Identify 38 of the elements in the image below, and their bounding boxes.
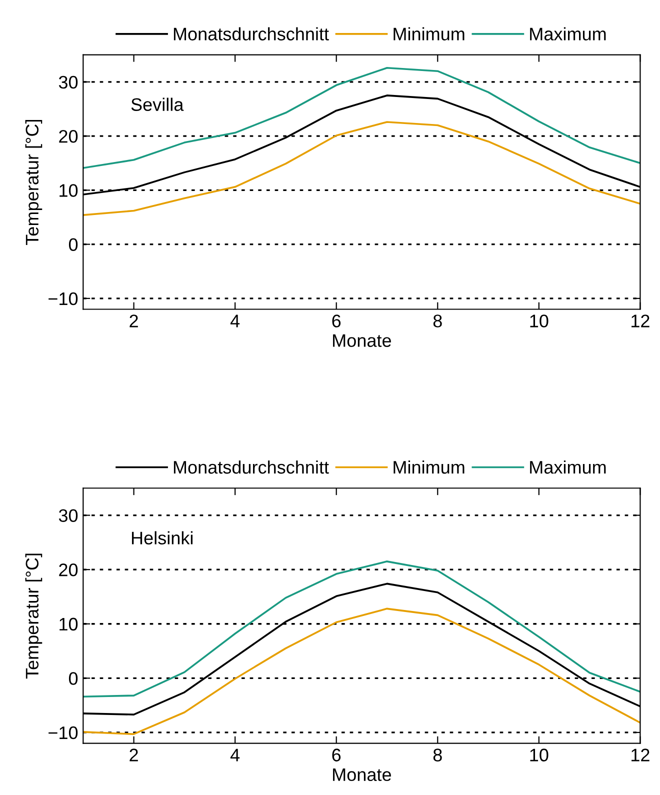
x-tick-label: 12 bbox=[632, 748, 650, 762]
y-tick-label: −10 bbox=[48, 292, 78, 306]
legend-label: Maximum bbox=[530, 460, 606, 474]
x-tick-label: 2 bbox=[130, 314, 138, 328]
y-axis-title: Temperatur [°C] bbox=[25, 120, 42, 245]
x-tick-label: 2 bbox=[130, 748, 138, 762]
y-tick-label: 10 bbox=[60, 618, 78, 631]
legend-label: Minimum bbox=[394, 460, 464, 474]
y-tick-label: 0 bbox=[68, 672, 78, 685]
x-tick-label: 12 bbox=[632, 314, 650, 328]
legend-label: Monatsdurchschnitt bbox=[174, 27, 329, 40]
y-tick-label: 0 bbox=[68, 238, 78, 252]
y-tick-label: 20 bbox=[59, 564, 78, 576]
line-series bbox=[83, 560, 640, 698]
legend-label: Minimum bbox=[394, 27, 464, 40]
y-tick-label: 20 bbox=[59, 130, 78, 143]
x-tick-label: 10 bbox=[530, 314, 548, 328]
annotation: Sevilla bbox=[131, 98, 184, 111]
x-tick-label: 6 bbox=[332, 748, 341, 762]
line-series bbox=[83, 608, 640, 735]
y-tick-label: 30 bbox=[58, 509, 78, 522]
x-axis-title: Monate bbox=[333, 334, 391, 347]
x-tick-label: 6 bbox=[332, 314, 341, 328]
x-tick-label: 10 bbox=[530, 748, 548, 762]
y-tick-label: 10 bbox=[60, 184, 78, 197]
x-tick-label: 8 bbox=[433, 314, 442, 328]
line-series bbox=[83, 66, 640, 169]
legend-label: Monatsdurchschnitt bbox=[174, 460, 329, 474]
annotation: Helsinki bbox=[132, 531, 193, 544]
y-tick-label: −10 bbox=[48, 726, 78, 740]
y-axis-title: Temperatur [°C] bbox=[25, 554, 42, 679]
x-tick-label: 4 bbox=[230, 748, 240, 762]
line-series bbox=[83, 121, 640, 216]
x-axis-title: Monate bbox=[333, 768, 391, 782]
x-tick-label: 4 bbox=[230, 314, 240, 328]
x-tick-label: 8 bbox=[433, 748, 442, 762]
y-tick-label: 30 bbox=[58, 76, 78, 89]
legend-label: Maximum bbox=[530, 27, 606, 40]
